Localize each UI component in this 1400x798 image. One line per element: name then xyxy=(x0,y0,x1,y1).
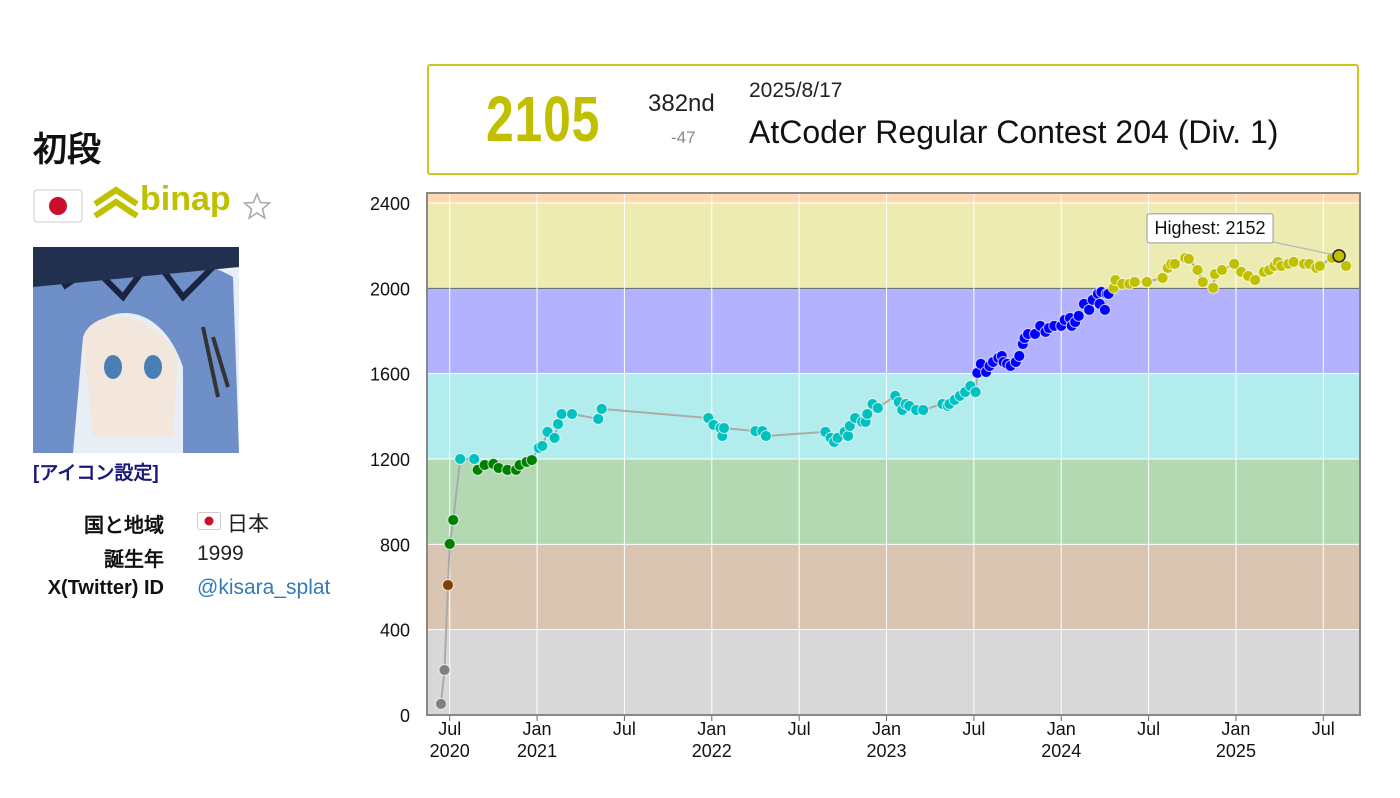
detail-value: 1999 xyxy=(197,542,244,565)
rating-point xyxy=(438,663,451,676)
y-tick-label: 1200 xyxy=(370,450,410,470)
annotation-box xyxy=(1146,213,1274,244)
rating-point xyxy=(1072,309,1085,322)
y-tick-label: 0 xyxy=(400,706,410,726)
rating-point xyxy=(552,418,565,431)
rating-point xyxy=(441,579,454,592)
rating-band xyxy=(427,459,1360,545)
username[interactable]: binap xyxy=(140,180,231,218)
rating-point xyxy=(566,408,579,421)
rating-diff: -47 xyxy=(671,128,696,147)
y-tick-label: 2000 xyxy=(370,279,410,299)
rating-point xyxy=(468,453,481,466)
x-tick-label: Jul xyxy=(1311,719,1335,739)
y-tick-label: 800 xyxy=(380,535,410,555)
rating-point xyxy=(1182,252,1195,265)
latest-contest-box xyxy=(427,64,1359,175)
y-tick-label: 2400 xyxy=(370,194,410,214)
twitter-link[interactable]: @kisara_splat xyxy=(197,576,331,599)
rating-point xyxy=(861,408,874,421)
annotation-line xyxy=(1272,241,1340,257)
contest-name[interactable]: AtCoder Regular Contest 204 (Div. 1) xyxy=(749,114,1279,150)
rating-point xyxy=(871,402,884,415)
rating-point xyxy=(548,431,561,444)
detail-label: 誕生年 xyxy=(104,549,164,571)
rating-point xyxy=(1083,303,1096,316)
rating-point xyxy=(969,386,982,399)
y-tick-label: 400 xyxy=(380,621,410,641)
latest-place: 382nd xyxy=(648,90,715,117)
rating-point xyxy=(718,422,731,435)
contest-date: 2025/8/17 xyxy=(749,79,843,102)
x-tick-label: Jul xyxy=(612,719,636,739)
rating-point xyxy=(525,454,538,467)
rating-point xyxy=(1128,275,1141,288)
rating-point xyxy=(1168,257,1181,270)
x-tick-label: Jan 2021 xyxy=(517,719,558,761)
x-tick-label: Jul xyxy=(962,719,986,739)
rank-icon xyxy=(93,186,139,218)
rating-point xyxy=(917,403,930,416)
rating-point xyxy=(447,514,460,527)
rating-point xyxy=(1249,274,1262,287)
rating-point xyxy=(443,537,456,550)
icon-settings-link[interactable]: [アイコン設定] xyxy=(33,463,159,484)
rating-point xyxy=(1098,303,1111,316)
plot-frame xyxy=(426,192,1361,716)
highest-point xyxy=(1332,249,1346,263)
x-tick-label: Jul xyxy=(787,719,811,739)
rating-band xyxy=(427,544,1360,630)
rating-point xyxy=(595,402,608,415)
x-tick-label: Jan 2025 xyxy=(1215,719,1256,761)
rating-band xyxy=(427,193,1360,204)
rank: 初段 xyxy=(33,131,101,169)
annotation-text: Highest: 2152 xyxy=(1154,218,1265,238)
rating-point xyxy=(555,408,568,421)
detail-value: 日本 xyxy=(227,513,269,536)
latest-rating: 2105 xyxy=(486,83,601,155)
rating-point xyxy=(1140,275,1153,288)
rating-point xyxy=(536,440,549,453)
rating-point xyxy=(454,453,467,466)
rating-point xyxy=(1191,264,1204,277)
rating-point xyxy=(842,429,855,442)
rating-point xyxy=(1215,264,1228,277)
favorite-star[interactable] xyxy=(243,192,271,220)
rating-band xyxy=(427,288,1360,374)
flag xyxy=(33,189,83,223)
avatar xyxy=(33,247,239,453)
rating-point xyxy=(1287,255,1300,268)
x-tick-label: Jan 2022 xyxy=(691,719,732,761)
x-tick-label: Jul 2020 xyxy=(429,719,470,761)
x-tick-label: Jan 2024 xyxy=(1041,719,1082,761)
rating-point xyxy=(1228,257,1241,270)
rating-point xyxy=(1340,259,1353,272)
rating-point xyxy=(592,412,605,425)
rating-point xyxy=(1013,349,1026,362)
rating-point xyxy=(1313,259,1326,272)
rating-point xyxy=(434,697,447,710)
x-tick-label: Jul xyxy=(1137,719,1161,739)
rating-point xyxy=(1207,281,1220,294)
flag xyxy=(197,512,221,530)
rating-point xyxy=(759,429,772,442)
detail-label: X(Twitter) ID xyxy=(47,577,164,599)
detail-label: 国と地域 xyxy=(84,515,164,537)
rating-band xyxy=(427,629,1360,715)
y-tick-label: 1600 xyxy=(370,365,410,385)
rating-point xyxy=(1156,271,1169,284)
rating-point xyxy=(1196,275,1209,288)
x-tick-label: Jan 2023 xyxy=(866,719,907,761)
